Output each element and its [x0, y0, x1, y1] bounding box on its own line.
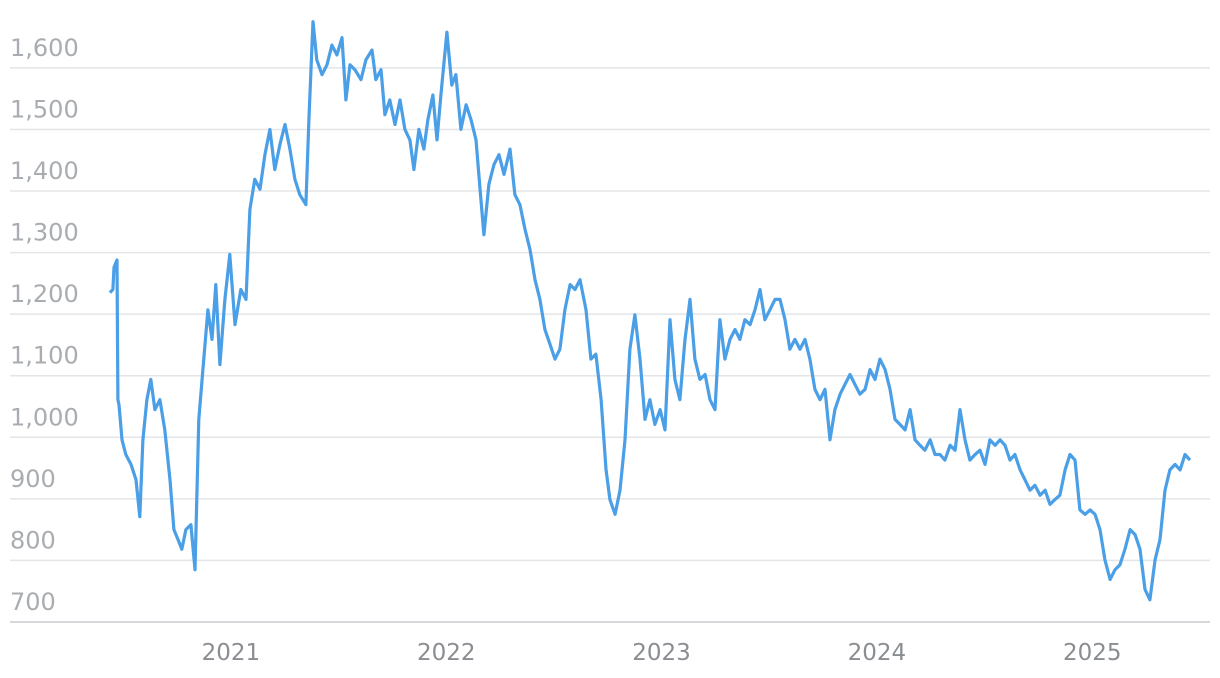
y-tick-label: 900 [10, 465, 56, 493]
x-tick-label: 2022 [417, 640, 476, 666]
x-tick-label: 2023 [632, 640, 691, 666]
y-tick-label: 1,100 [10, 342, 79, 370]
price-line [108, 20, 1192, 602]
x-tick-label: 2025 [1063, 640, 1122, 666]
y-tick-label: 1,000 [10, 403, 79, 431]
y-tick-label: 1,600 [10, 34, 79, 62]
y-tick-label: 700 [10, 588, 56, 616]
y-tick-label: 1,200 [10, 280, 79, 308]
y-tick-label: 800 [10, 526, 56, 554]
x-tick-label: 2021 [202, 640, 261, 666]
y-tick-label: 1,500 [10, 95, 79, 123]
y-tick-label: 1,400 [10, 157, 79, 185]
y-tick-label: 1,300 [10, 219, 79, 247]
x-tick-label: 2024 [848, 640, 907, 666]
